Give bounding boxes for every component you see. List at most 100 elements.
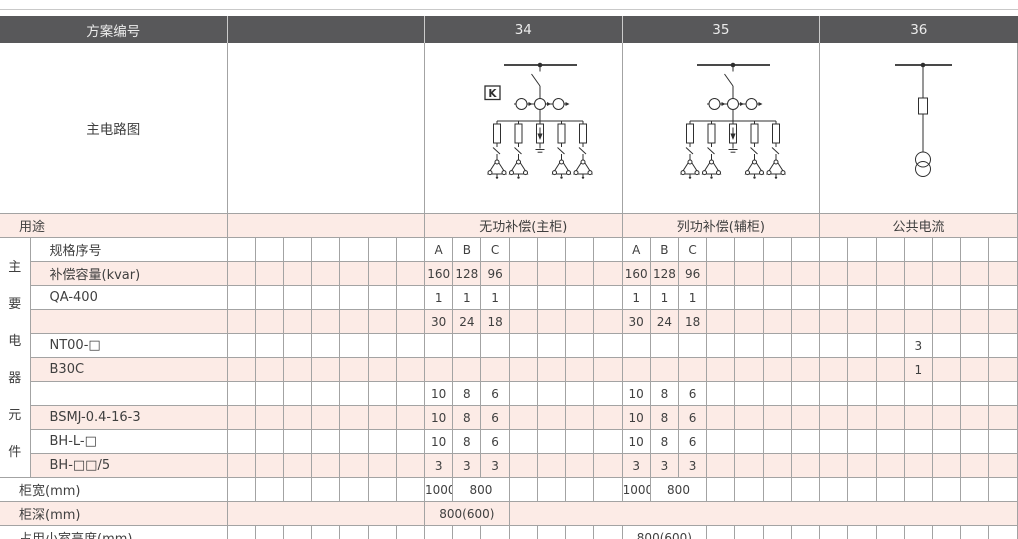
empty-cell [677, 357, 708, 382]
value-cell: 24 [649, 309, 680, 334]
empty-cell [226, 477, 256, 502]
empty-cell [790, 285, 821, 310]
empty-cell [282, 237, 313, 262]
scheme-35-header: 35 [621, 16, 820, 43]
empty-cell [254, 261, 284, 286]
empty-cell [536, 261, 567, 286]
empty-cell [706, 357, 736, 382]
circuit-empty-cell [226, 43, 425, 214]
empty-cell [847, 429, 877, 454]
empty-cell [819, 333, 849, 358]
row-label: 柜宽(mm) [0, 477, 228, 502]
value-cell: 6 [677, 381, 708, 406]
empty-cell [565, 405, 595, 430]
empty-cell [762, 477, 792, 502]
value-cell: 1 [649, 285, 680, 310]
value-cell: 1 [480, 285, 510, 310]
row-label: 规格序号 [30, 237, 228, 262]
empty-cell [593, 357, 623, 382]
empty-cell [254, 237, 284, 262]
empty-cell [706, 429, 736, 454]
table-row: 占用小室高度(mm) 800(600) [0, 525, 1018, 539]
table-row: 主要电器元件规格序号 A B C A B C [0, 237, 1018, 478]
empty-cell [254, 525, 284, 539]
empty-cell [875, 405, 905, 430]
empty-cell [819, 309, 849, 334]
empty-cell [875, 333, 905, 358]
empty-cell [311, 405, 341, 430]
empty-cell [931, 285, 962, 310]
value-cell: 1 [424, 285, 454, 310]
empty-cell [226, 285, 256, 310]
value-cell: 800 [452, 477, 510, 502]
empty-cell [706, 333, 736, 358]
value-cell: A [621, 237, 651, 262]
side-label-char: 元 [8, 407, 22, 423]
empty-cell [988, 237, 1018, 262]
empty-cell [621, 333, 651, 358]
empty-cell [593, 477, 623, 502]
empty-cell [395, 525, 426, 539]
empty-cell [565, 309, 595, 334]
empty-cell [339, 357, 369, 382]
table-row: BSMJ-0.4-16-3 10 8 6 10 8 6 [0, 405, 1018, 430]
empty-cell [593, 381, 623, 406]
empty-cell [960, 525, 990, 539]
empty-cell [988, 357, 1018, 382]
empty-cell [593, 237, 623, 262]
empty-cell [367, 309, 397, 334]
empty-cell [593, 429, 623, 454]
scheme-34-header: 34 [424, 16, 623, 43]
row-label [30, 309, 228, 334]
empty-cell [819, 237, 849, 262]
k-marker-box: K [484, 85, 501, 101]
empty-cell [226, 429, 256, 454]
value-cell: 1 [621, 285, 651, 310]
empty-cell [790, 237, 821, 262]
empty-cell [395, 429, 426, 454]
empty-cell [734, 285, 764, 310]
empty-cell [960, 429, 990, 454]
empty-cell [988, 477, 1018, 502]
table-row: 柜深(mm) 800(600) [0, 501, 1018, 526]
empty-cell [903, 477, 933, 502]
empty-cell [790, 333, 821, 358]
empty-cell [480, 525, 510, 539]
empty-cell [762, 525, 792, 539]
empty-cell [508, 357, 538, 382]
empty-cell [734, 429, 764, 454]
empty-cell [508, 405, 538, 430]
empty-cell [367, 453, 397, 478]
empty-cell [960, 285, 990, 310]
empty-cell [226, 381, 256, 406]
empty-cell [988, 525, 1018, 539]
empty-cell [339, 453, 369, 478]
empty-cell [536, 357, 567, 382]
empty-cell [593, 309, 623, 334]
empty-cell [565, 261, 595, 286]
empty-cell [903, 261, 933, 286]
empty-cell [931, 357, 962, 382]
empty-cell [875, 453, 905, 478]
value-cell: 160 [621, 261, 651, 286]
empty-cell [508, 237, 538, 262]
side-label-char: 电 [8, 333, 22, 349]
empty-cell [339, 309, 369, 334]
empty-cell [847, 405, 877, 430]
empty-cell [424, 525, 454, 539]
empty-cell [339, 525, 369, 539]
empty-cell [480, 333, 510, 358]
empty-cell [790, 429, 821, 454]
value-cell: 8 [452, 381, 482, 406]
value-cell: 10 [424, 429, 454, 454]
empty-cell [565, 477, 595, 502]
value-cell: 1 [903, 357, 933, 382]
empty-cell [847, 237, 877, 262]
empty-cell [903, 309, 933, 334]
empty-cell [819, 381, 849, 406]
empty-cell [536, 477, 567, 502]
empty-cell [593, 333, 623, 358]
empty-cell [367, 237, 397, 262]
value-cell: 800 [649, 477, 708, 502]
empty-cell [452, 357, 482, 382]
